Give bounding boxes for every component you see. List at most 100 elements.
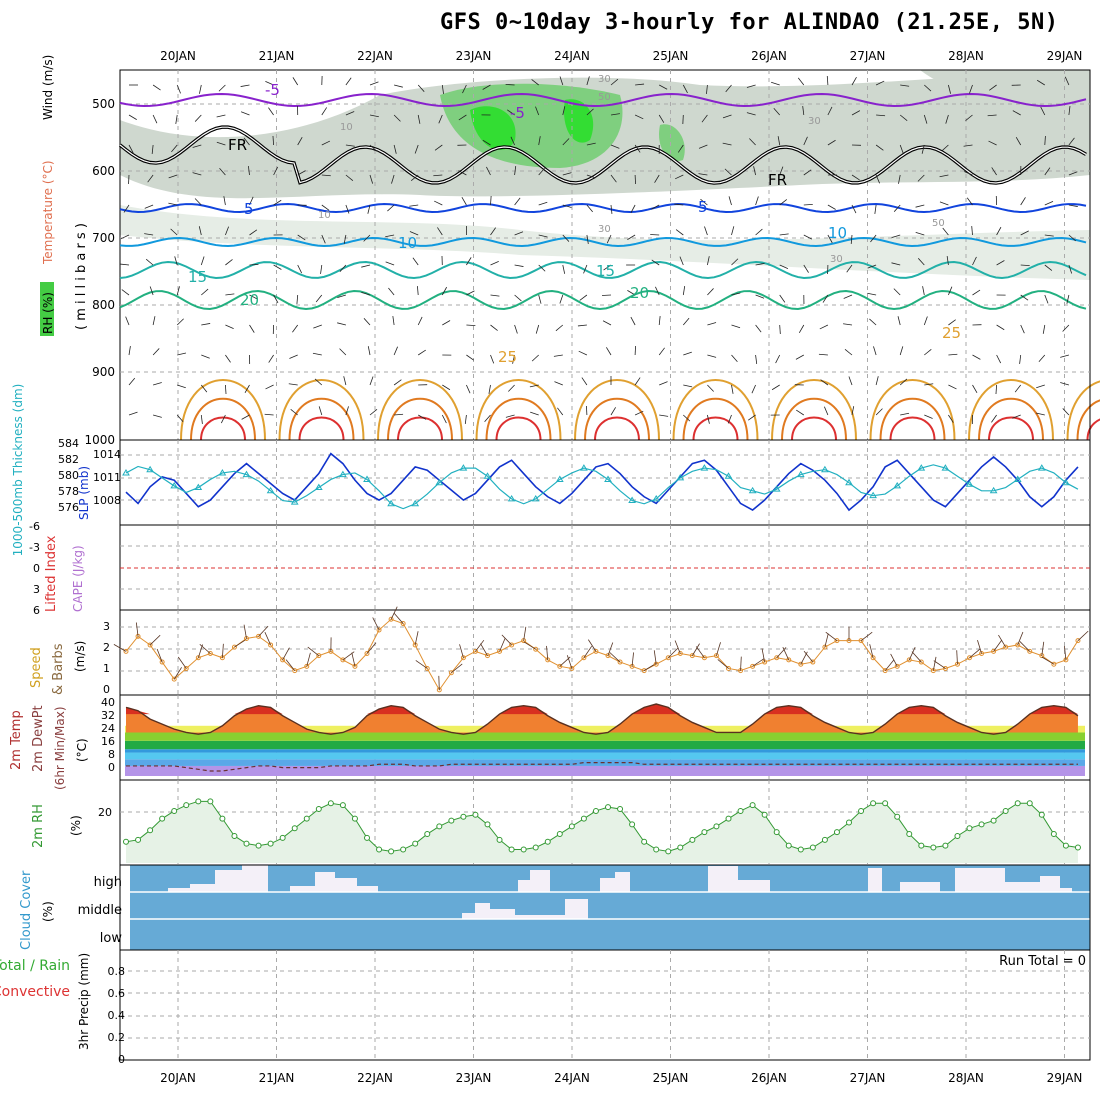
wind-barb (803, 136, 808, 146)
rh-marker (520, 846, 527, 853)
wind-barb-10m (761, 648, 766, 663)
wind-barb (514, 294, 522, 302)
wind-speed-marker (713, 653, 719, 659)
wind-barb (177, 352, 187, 356)
wind-barb (174, 256, 178, 266)
warm-temperature-contour (869, 379, 956, 441)
wind-barb (367, 346, 371, 356)
wind-barb (876, 114, 886, 117)
wind-barb (388, 287, 395, 296)
wind-axis-label: Wind (m/s) (41, 55, 55, 120)
rh-marker (1002, 807, 1009, 814)
wind-barb (538, 264, 546, 272)
wind-barb (152, 414, 162, 418)
wind-barb (899, 378, 908, 386)
wind-speed-marker (617, 659, 623, 665)
wind-barb (321, 140, 331, 146)
wind-barb (538, 201, 548, 206)
wind-barb (722, 114, 732, 119)
wind-barb (441, 84, 444, 94)
wind-speed-marker (195, 655, 201, 661)
wind-barb (1068, 264, 1073, 274)
warm-temperature-contour (1076, 399, 1100, 441)
wind-barb (554, 381, 563, 386)
wind-barb (803, 203, 813, 206)
wind-barb (394, 84, 403, 88)
wind-barb (674, 203, 684, 206)
rh-marker (773, 829, 780, 836)
wind-speed-marker (605, 653, 611, 659)
wind-barb (610, 113, 620, 116)
wind-barb (923, 114, 928, 124)
wind-barb (727, 414, 732, 424)
warm-temperature-contour (584, 397, 650, 441)
thickness-marker (893, 481, 902, 489)
wind-barb (707, 288, 714, 296)
thickness-marker (748, 486, 757, 494)
wind-barb (512, 354, 515, 364)
wind-barb (843, 323, 853, 326)
wind-barb (803, 234, 813, 240)
wind-barb (755, 294, 765, 299)
wind-barb (779, 324, 781, 335)
wind-barb (875, 376, 879, 386)
wind-barb (412, 257, 419, 266)
wind-barb (867, 292, 877, 296)
wind-barb (897, 316, 901, 326)
thickness-marker (266, 486, 275, 494)
thickness-marker (411, 499, 420, 507)
wind-barb (393, 346, 398, 356)
wind-speed-marker (677, 651, 683, 656)
wind-barb (915, 231, 925, 236)
contour-label-t20b: 20 (630, 284, 649, 302)
wind-barb (128, 114, 137, 120)
rh-marker (906, 831, 913, 838)
wind-speed-marker (147, 642, 153, 648)
wind-speed-marker (979, 651, 985, 656)
wind-barb-10m (932, 656, 937, 671)
wind-barb (175, 114, 178, 124)
wind-barb (1036, 384, 1045, 389)
wind-barb-10m (776, 647, 787, 659)
thickness-marker (146, 465, 154, 473)
pressure-tick-label: 900 (92, 365, 115, 379)
rh-marker (870, 800, 877, 807)
wind-barb (531, 354, 539, 362)
thickness-marker (772, 485, 781, 492)
thickness-tick: 576 (58, 501, 79, 514)
wind-barb (869, 318, 877, 326)
wind-barb (562, 138, 570, 146)
wind-barb (225, 259, 233, 266)
wind-barb (510, 136, 515, 146)
wind-barb (369, 144, 377, 152)
wind-barb (176, 286, 180, 296)
contour-label-rh50b: 50 (932, 218, 945, 229)
pressure-tick-label: 700 (92, 231, 115, 245)
wind-barb-10m (199, 644, 211, 654)
wind-barb-10m (258, 625, 269, 637)
wind-barb (942, 227, 949, 236)
wind-barb (194, 114, 202, 122)
wind-barb (1044, 264, 1053, 271)
wind-barb (722, 142, 732, 146)
rh-marker (809, 844, 816, 851)
wind-barb (123, 204, 130, 213)
wind-barb (775, 354, 781, 364)
precip-panel-frame (119, 949, 1091, 1061)
wind-barb (627, 290, 636, 296)
wind-speed-tick: 0 (103, 683, 110, 696)
wind-barb (945, 114, 949, 124)
thickness-marker (821, 465, 829, 473)
wind-barb-10m (222, 643, 224, 658)
wind-speed-marker (159, 659, 165, 665)
wind-barb (683, 414, 691, 422)
wind-barb-10m (890, 653, 898, 667)
wind-barb (627, 234, 636, 240)
rh2m-axis-label: 2m RH (31, 804, 46, 848)
wind-barb (1066, 294, 1070, 304)
wind-barb (755, 196, 759, 206)
wind-barb (654, 174, 660, 183)
wind-barb-10m (740, 656, 742, 671)
wind-barb (971, 225, 973, 236)
wind-speed-tick: 3 (103, 620, 110, 633)
